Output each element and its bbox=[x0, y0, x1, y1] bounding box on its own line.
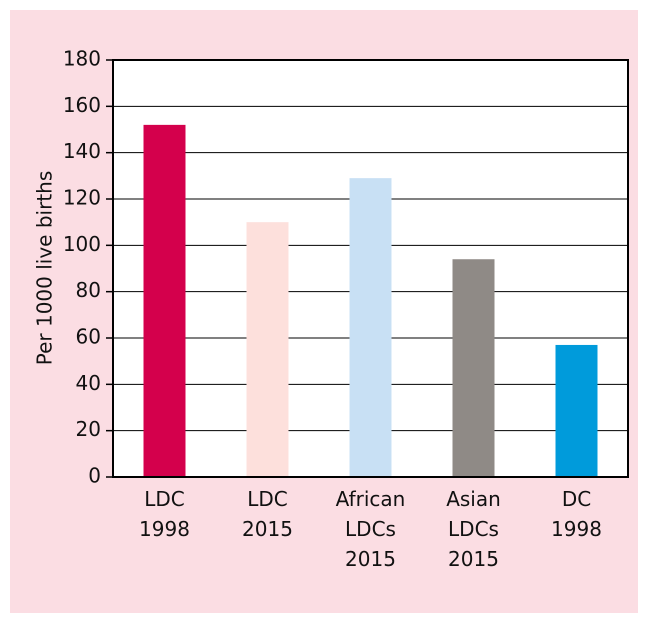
x-tick-label: 2015 bbox=[345, 547, 396, 571]
bar bbox=[555, 344, 598, 477]
x-tick-label: LDC bbox=[247, 487, 288, 511]
bar bbox=[452, 259, 495, 477]
y-tick-label: 40 bbox=[76, 371, 101, 395]
y-tick-label: 160 bbox=[63, 93, 101, 117]
x-tick-label: LDCs bbox=[448, 517, 499, 541]
y-tick-label: 60 bbox=[76, 325, 101, 349]
x-tick-label: LDCs bbox=[345, 517, 396, 541]
y-tick-label: 100 bbox=[63, 232, 101, 256]
y-tick-label: 20 bbox=[76, 417, 101, 441]
y-axis-label: Per 1000 live births bbox=[33, 171, 57, 366]
y-tick-label: 0 bbox=[88, 464, 101, 488]
bar bbox=[246, 222, 289, 477]
x-tick-label: African bbox=[336, 487, 406, 511]
bar bbox=[143, 124, 186, 477]
x-tick-label: Asian bbox=[446, 487, 501, 511]
x-tick-label: DC bbox=[562, 487, 591, 511]
x-tick-label: 2015 bbox=[242, 517, 293, 541]
x-tick-label: 1998 bbox=[139, 517, 190, 541]
y-tick-label: 180 bbox=[63, 47, 101, 71]
plot-frame bbox=[112, 59, 629, 478]
y-tick-label: 120 bbox=[63, 186, 101, 210]
x-tick-label: LDC bbox=[144, 487, 185, 511]
bar bbox=[349, 178, 392, 477]
x-tick-label: 2015 bbox=[448, 547, 499, 571]
y-tick-label: 140 bbox=[63, 139, 101, 163]
x-tick-label: 1998 bbox=[551, 517, 602, 541]
y-tick-label: 80 bbox=[76, 278, 101, 302]
